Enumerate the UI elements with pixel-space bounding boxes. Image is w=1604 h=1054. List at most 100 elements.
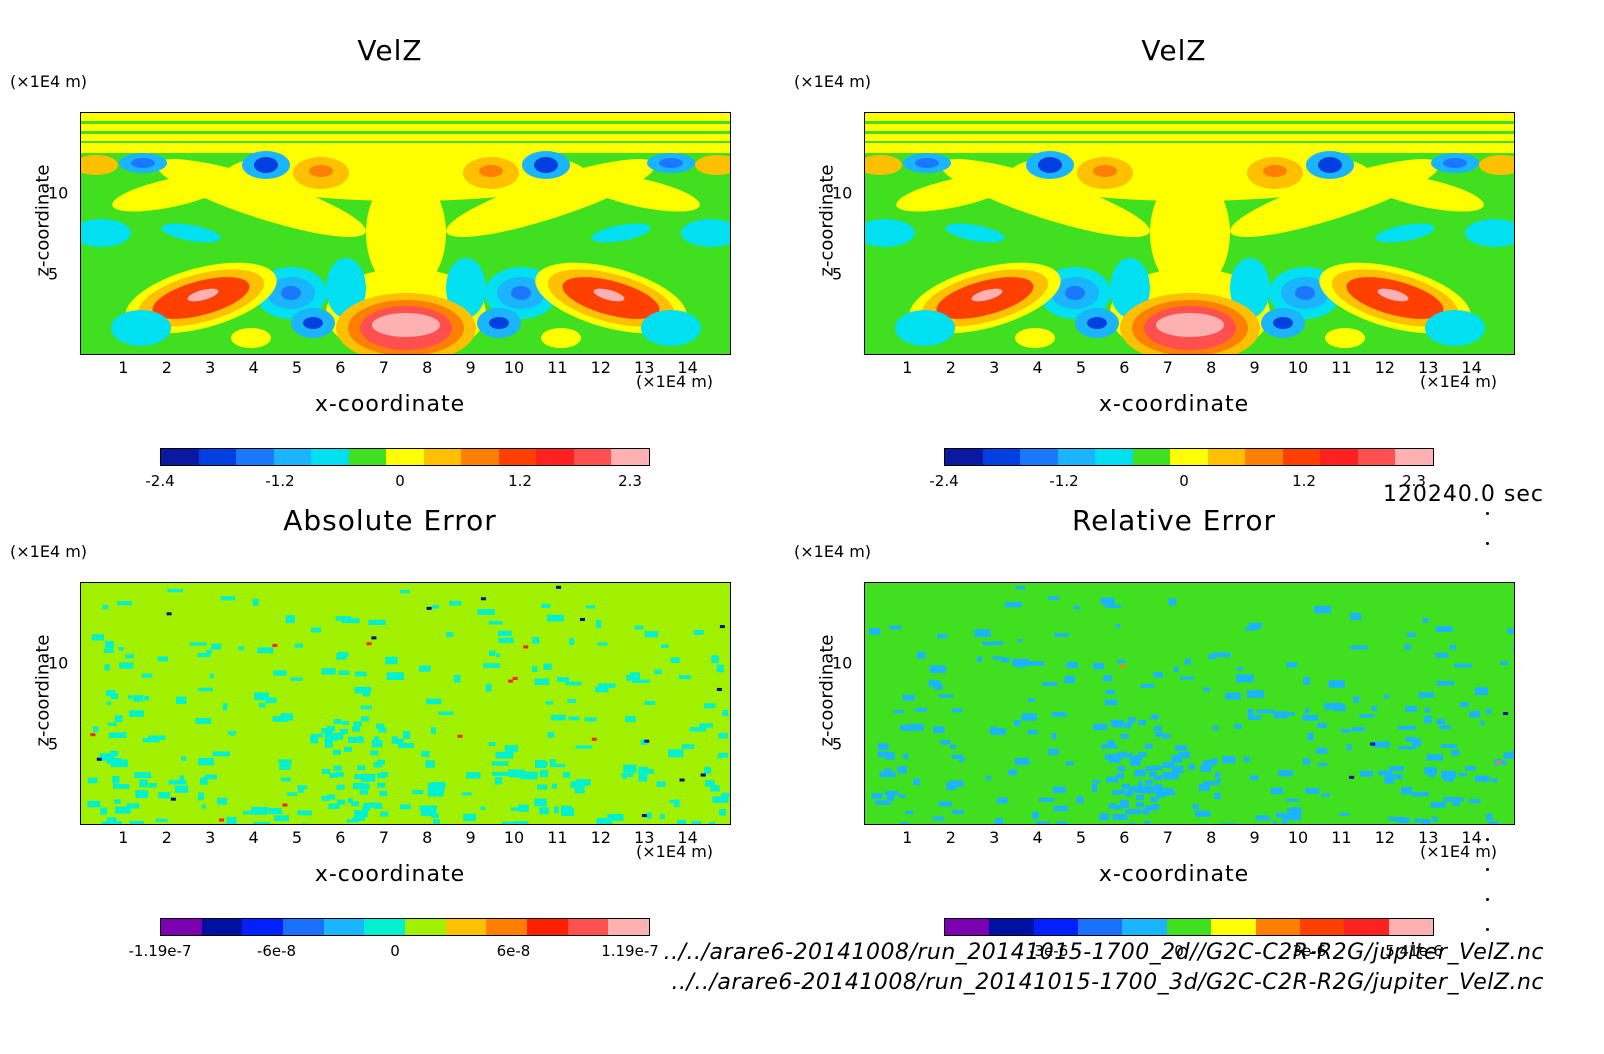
contour-band bbox=[1111, 724, 1123, 728]
contour-band bbox=[1117, 766, 1126, 772]
contour-band bbox=[1212, 652, 1231, 658]
x-axis-label: x-coordinate bbox=[1098, 392, 1250, 417]
contour-band bbox=[584, 717, 597, 722]
contour-band bbox=[1171, 754, 1183, 763]
contour-band bbox=[586, 605, 596, 609]
contour-band bbox=[227, 731, 236, 735]
contour-band bbox=[446, 631, 454, 638]
contour-band bbox=[1449, 645, 1456, 650]
contour-band bbox=[1035, 821, 1050, 824]
contour-band bbox=[1333, 704, 1346, 712]
y-unit-label: (×1E4 m) bbox=[794, 72, 872, 91]
contour-band bbox=[495, 751, 514, 759]
contour-band bbox=[1120, 733, 1129, 739]
contour-band bbox=[325, 734, 334, 740]
contour-band bbox=[385, 656, 398, 665]
contour-band bbox=[1137, 769, 1146, 775]
contour-band bbox=[1443, 797, 1460, 802]
contour-blob bbox=[593, 288, 625, 302]
contour-blob bbox=[489, 317, 509, 329]
contour-band bbox=[974, 629, 991, 637]
contour-band bbox=[1013, 719, 1021, 726]
contour-blob bbox=[1015, 328, 1055, 348]
contour-band bbox=[297, 785, 308, 790]
contour-band bbox=[886, 752, 895, 760]
contour-band bbox=[1273, 711, 1289, 719]
contour-band bbox=[200, 777, 208, 785]
contour-band bbox=[717, 754, 723, 759]
colorbar-segment bbox=[236, 449, 274, 465]
contour-band bbox=[1128, 786, 1137, 792]
x-tick-label: 2 bbox=[161, 828, 172, 847]
contour-band bbox=[1424, 767, 1437, 775]
contour-band bbox=[354, 686, 372, 694]
contour-band bbox=[104, 664, 110, 671]
contour-band bbox=[1286, 662, 1298, 668]
chart-panel: Absolute Error (×1E4 m) z-coordinate 1 2 3 4 5 6… bbox=[0, 490, 780, 970]
x-tick-label: 3 bbox=[989, 828, 1000, 847]
colorbar-segment bbox=[1245, 449, 1283, 465]
x-tick-label: 1 bbox=[902, 358, 913, 377]
x-tick-label: 11 bbox=[547, 358, 568, 377]
contour-band bbox=[1211, 758, 1219, 764]
contour-band bbox=[360, 716, 369, 722]
contour-band bbox=[321, 768, 330, 774]
y-tick-label: 10 bbox=[832, 653, 853, 673]
contour-band bbox=[87, 777, 98, 784]
contour-band bbox=[884, 768, 891, 772]
contour-band bbox=[282, 803, 288, 807]
contour-band bbox=[354, 671, 367, 677]
contour-band bbox=[1496, 760, 1502, 764]
contour-band bbox=[1372, 741, 1390, 748]
colorbar-segment bbox=[1057, 449, 1096, 465]
contour-band bbox=[1236, 674, 1254, 683]
contour-blob bbox=[1295, 286, 1315, 300]
contour-band bbox=[174, 785, 189, 793]
contour-blob bbox=[81, 219, 131, 247]
contour-band bbox=[691, 820, 702, 824]
contour-band bbox=[254, 692, 269, 701]
time-label: 120240.0 sec bbox=[1382, 482, 1544, 507]
colorbar-segment bbox=[405, 919, 446, 935]
contour-band bbox=[1212, 725, 1219, 731]
contour-band bbox=[134, 772, 152, 778]
contour-band bbox=[1418, 692, 1435, 698]
contour-blob bbox=[1366, 174, 1484, 212]
contour-band bbox=[1053, 805, 1069, 812]
contour-band bbox=[363, 802, 381, 808]
contour-band bbox=[1106, 777, 1115, 783]
contour-band bbox=[101, 821, 113, 824]
x-unit-label: (×1E4 m) bbox=[1420, 372, 1498, 391]
x-tick-label: 4 bbox=[1032, 358, 1043, 377]
contour-band bbox=[546, 614, 564, 622]
x-tick-label: 12 bbox=[590, 828, 611, 847]
contour-band bbox=[100, 807, 107, 815]
x-tick-label: 7 bbox=[1162, 828, 1173, 847]
contour-band bbox=[212, 751, 230, 757]
contour-band bbox=[673, 799, 680, 808]
x-tick-label: 10 bbox=[1287, 358, 1309, 377]
contour-band bbox=[539, 769, 549, 778]
contour-blob bbox=[971, 288, 1003, 302]
x-tick-label: 9 bbox=[465, 828, 476, 847]
contour-band bbox=[211, 643, 222, 650]
contour-band bbox=[504, 745, 518, 752]
contour-band bbox=[359, 789, 368, 795]
contour-band bbox=[106, 701, 112, 706]
contour-band bbox=[81, 141, 730, 143]
contour-band bbox=[562, 771, 571, 778]
contour-band bbox=[661, 644, 669, 649]
contour-band bbox=[90, 733, 96, 737]
contour-band bbox=[1198, 783, 1210, 791]
contour-band bbox=[689, 727, 707, 732]
contour-band bbox=[1179, 676, 1195, 680]
colorbar-label: 0 bbox=[395, 472, 405, 490]
contour-band bbox=[195, 718, 212, 724]
contour-band bbox=[259, 702, 266, 708]
file-path-2d: ../../arare6-20141008/run_20141015-1700_… bbox=[663, 940, 1544, 965]
x-tick-label: 5 bbox=[1075, 358, 1087, 377]
contour-band bbox=[81, 131, 730, 134]
colorbar-segment bbox=[536, 449, 574, 465]
contour-band bbox=[335, 771, 344, 777]
x-tick-label: 7 bbox=[378, 828, 389, 847]
